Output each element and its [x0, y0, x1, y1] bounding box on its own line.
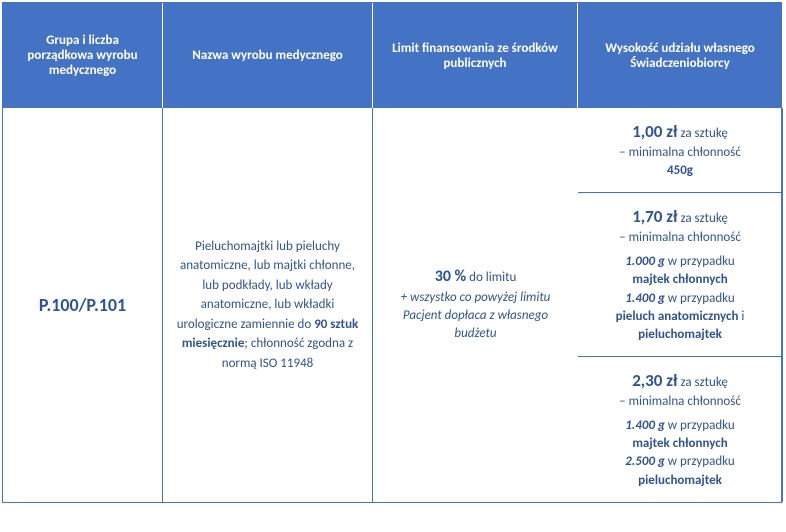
- limit3-line1: 2,30 zł za sztukę: [632, 369, 728, 393]
- group-code: P.100/P.101: [39, 294, 126, 316]
- limit3-line3: 1.400 g w przypadku: [625, 417, 735, 435]
- limit3-w1: 1.400 g: [625, 418, 665, 433]
- limit2-per: za sztukę: [678, 211, 728, 226]
- header-col4: Wysokość udziału własnego Świadczeniobio…: [578, 3, 783, 108]
- share-pct: 30 %: [435, 267, 467, 286]
- limit3-per: za sztukę: [678, 375, 728, 390]
- limit2-sub: – minimalna chłonność: [619, 229, 741, 247]
- limit2-p2: pieluch anatomicznych: [616, 309, 739, 324]
- limit3-w2: 2.500 g: [625, 454, 665, 469]
- limit1-weight: 450g: [667, 162, 693, 180]
- group-code-cell: P.100/P.101: [3, 108, 163, 502]
- limit3-line5: 2.500 g w przypadku: [625, 453, 735, 471]
- product-description-cell: Pieluchomajtki lub pieluchy anatomiczne,…: [163, 108, 373, 502]
- limit2-line5: 1.400 g w przypadku: [625, 290, 735, 308]
- limit3-price: 2,30 zł: [632, 370, 677, 391]
- limit2-and: i: [738, 309, 744, 324]
- limit2-p1: majtek chłonnych: [632, 271, 727, 289]
- limit2-price: 1,70 zł: [632, 206, 677, 227]
- limit-row-2: 1,70 zł za sztukę – minimalna chłonność …: [578, 193, 783, 357]
- limit1-per: za sztukę: [678, 126, 728, 141]
- limit3-sub: – minimalna chłonność: [619, 393, 741, 411]
- share-to-limit: do limitu: [466, 270, 516, 285]
- limit3-p2: pieluchomajtek: [638, 472, 722, 490]
- limit3-p1: majtek chłonnych: [632, 435, 727, 453]
- limit3-t2: w przypadku: [665, 454, 735, 469]
- limit1-price: 1,00 zł: [632, 121, 677, 142]
- limit2-t1: w przypadku: [665, 254, 735, 269]
- share-cell: 30 % do limitu + wszystko co powyżej lim…: [373, 108, 578, 502]
- share-line1: 30 % do limitu: [435, 266, 517, 288]
- header-col3: Limit finansowania ze środków publicznyc…: [373, 3, 578, 108]
- header-col2: Nazwa wyrobu medycznego: [163, 3, 373, 108]
- reimbursement-table: Grupa i liczba porządkowa wyrobu medyczn…: [2, 2, 782, 503]
- limit-row-1: 1,00 zł za sztukę – minimalna chłonność …: [578, 108, 783, 193]
- limit2-w1: 1.000 g: [625, 254, 665, 269]
- limit1-sub: – minimalna chłonność: [619, 144, 741, 162]
- header-col1: Grupa i liczba porządkowa wyrobu medyczn…: [3, 3, 163, 108]
- limit3-t1: w przypadku: [665, 418, 735, 433]
- limit2-t2: w przypadku: [665, 291, 735, 306]
- share-note: + wszystko co powyżej limitu Pacjent dop…: [383, 289, 568, 344]
- limit1-line1: 1,00 zł za sztukę: [632, 120, 728, 144]
- limit-row-3: 2,30 zł za sztukę – minimalna chłonność …: [578, 357, 783, 502]
- limit2-w2: 1.400 g: [625, 291, 665, 306]
- limit2-line1: 1,70 zł za sztukę: [632, 205, 728, 229]
- limit2-line6: pieluch anatomicznych i: [616, 308, 745, 326]
- product-description: Pieluchomajtki lub pieluchy anatomiczne,…: [173, 237, 362, 374]
- limit2-p3: pieluchomajtek: [638, 326, 722, 344]
- limit2-line3: 1.000 g w przypadku: [625, 253, 735, 271]
